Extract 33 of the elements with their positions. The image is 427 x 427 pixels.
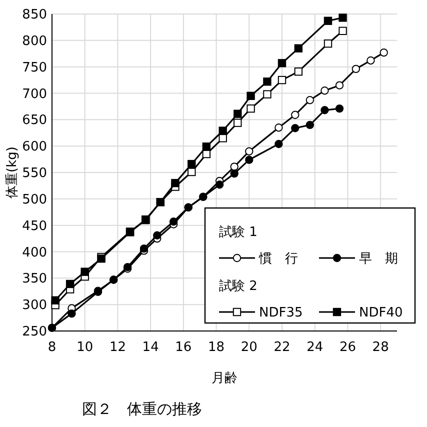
y-tick-label: 600 (22, 140, 47, 155)
y-tick-label: 850 (22, 8, 47, 23)
legend-label: NDF40 (359, 306, 403, 321)
x-tick-label: 12 (109, 340, 126, 355)
x-tick-label: 20 (240, 340, 258, 355)
y-tick-label: 700 (22, 86, 47, 102)
y-tick-label: 450 (22, 218, 47, 234)
x-tick-label: 16 (175, 340, 192, 355)
x-tick-label: 10 (76, 340, 94, 355)
x-tick-label: 28 (372, 340, 389, 355)
x-tick-label: 8 (48, 340, 56, 355)
y-tick-label: 400 (22, 245, 47, 260)
y-tick-label: 300 (22, 298, 47, 314)
y-tick-label: 750 (22, 60, 47, 76)
x-tick-label: 14 (142, 340, 159, 355)
y-tick-label: 800 (22, 34, 47, 49)
legend-label: 早 期 (359, 252, 398, 267)
legend-label: NDF35 (259, 306, 303, 321)
x-axis-title: 月齢 (212, 371, 238, 386)
x-tick-label: 18 (208, 340, 225, 355)
annotation: 試験 2 (219, 279, 258, 294)
y-tick-label: 550 (22, 166, 47, 182)
y-axis-title: 体重(kg) (5, 146, 20, 198)
text: 図２ 体重の推移 (82, 400, 202, 418)
y-tick-label: 250 (22, 324, 47, 340)
legend-label: 慣 行 (258, 252, 298, 267)
x-tick-label: 24 (306, 340, 324, 355)
annotation: 試験 1 (219, 225, 258, 240)
x-tick-label: 22 (274, 340, 290, 355)
y-tick-label: 650 (22, 113, 47, 128)
y-tick-label: 350 (22, 272, 47, 287)
y-tick-label: 500 (22, 192, 47, 208)
x-tick-label: 26 (339, 340, 356, 355)
